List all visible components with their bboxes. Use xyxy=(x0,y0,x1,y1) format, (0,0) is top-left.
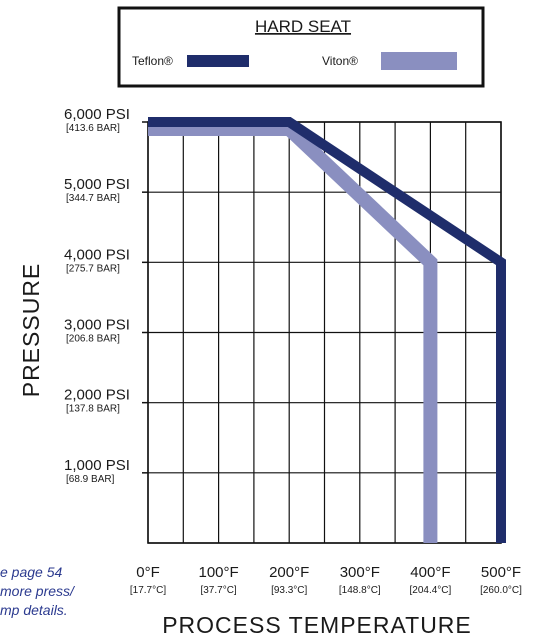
legend-label-teflon: Teflon® xyxy=(132,54,173,68)
legend: HARD SEAT Teflon® Viton® xyxy=(117,6,485,88)
y-tick-label: 4,000 PSI xyxy=(64,246,130,263)
page-note: e page 54 more press/ mp details. xyxy=(0,564,76,618)
note-line-3: mp details. xyxy=(0,602,68,618)
legend-title: HARD SEAT xyxy=(255,17,351,36)
note-line-2: more press/ xyxy=(0,583,76,599)
y-tick-label: 3,000 PSI xyxy=(64,317,130,334)
x-tick-sublabel: [260.0°C] xyxy=(480,585,522,596)
note-line-1: e page 54 xyxy=(0,564,62,580)
legend-label-viton: Viton® xyxy=(322,54,358,68)
x-tick-sublabel: [17.7°C] xyxy=(130,585,166,596)
x-axis-ticks: 0°F [17.7°C] 100°F [37.7°C] 200°F [93.3°C] 300… xyxy=(130,564,522,596)
x-tick-label: 400°F xyxy=(410,564,450,581)
series-line-teflon xyxy=(148,117,506,543)
y-tick-label: 1,000 PSI xyxy=(64,457,130,474)
legend-swatch-teflon xyxy=(187,55,249,67)
x-tick-label: 200°F xyxy=(269,564,309,581)
y-tick-sublabel: [206.8 BAR] xyxy=(66,334,120,345)
x-tick-label: 300°F xyxy=(340,564,380,581)
x-tick-sublabel: [93.3°C] xyxy=(271,585,307,596)
y-tick-label: 6,000 PSI xyxy=(64,106,130,123)
x-tick-label: 100°F xyxy=(198,564,238,581)
y-tick-sublabel: [68.9 BAR] xyxy=(66,474,115,485)
series-line-viton xyxy=(148,122,438,543)
y-tick-sublabel: [344.7 BAR] xyxy=(66,193,120,204)
grid xyxy=(147,121,502,544)
y-axis-ticks: 6,000 PSI[413.6 BAR] 5,000 PSI[344.7 BAR]… xyxy=(64,106,148,485)
y-tick-label: 2,000 PSI xyxy=(64,387,130,404)
series-layer xyxy=(148,117,506,543)
x-tick-sublabel: [148.8°C] xyxy=(339,585,381,596)
y-tick-sublabel: [137.8 BAR] xyxy=(66,404,120,415)
y-tick-label: 5,000 PSI xyxy=(64,176,130,193)
x-axis-title: PROCESS TEMPERATURE xyxy=(162,612,472,638)
x-tick-sublabel: [37.7°C] xyxy=(200,585,236,596)
x-tick-label: 0°F xyxy=(136,564,160,581)
x-tick-sublabel: [204.4°C] xyxy=(409,585,451,596)
plot-area xyxy=(147,117,506,544)
legend-swatch-viton xyxy=(381,52,457,70)
y-tick-sublabel: [275.7 BAR] xyxy=(66,263,120,274)
x-tick-label: 500°F xyxy=(481,564,521,581)
y-axis-title: PRESSURE xyxy=(18,263,44,398)
legend-border xyxy=(117,6,485,88)
y-tick-sublabel: [413.6 BAR] xyxy=(66,123,120,134)
